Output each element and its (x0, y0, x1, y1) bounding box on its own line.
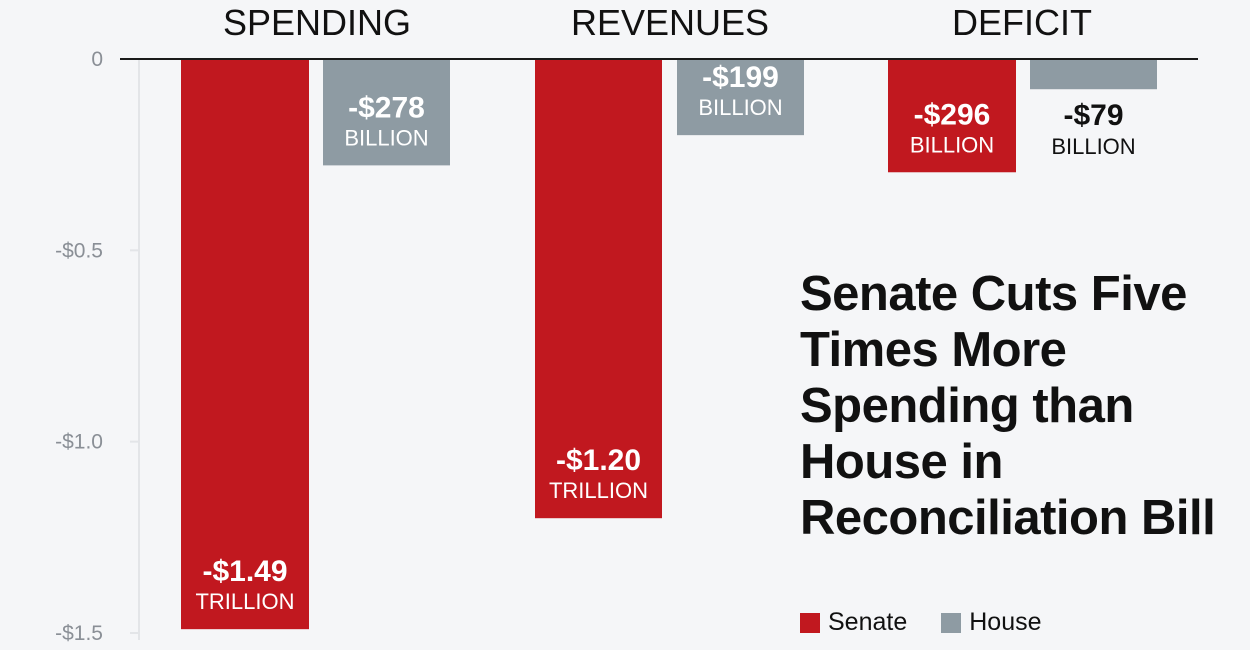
category-label-spending: SPENDING (223, 2, 411, 43)
unit-label-senate-spending: TRILLION (195, 589, 294, 614)
bar-senate-spending (181, 59, 309, 630)
value-label-senate-spending: -$1.49 (202, 555, 287, 588)
legend: Senate House (800, 608, 1042, 637)
value-label-house-revenues: -$199 (702, 61, 779, 94)
bar-senate-revenues (535, 59, 662, 519)
legend-label-house: House (969, 608, 1042, 636)
bar-house-spending (323, 59, 450, 166)
unit-label-house-deficit: BILLION (1051, 134, 1135, 159)
legend-label-senate: Senate (828, 608, 908, 636)
value-label-senate-deficit: -$296 (914, 98, 991, 131)
unit-label-senate-deficit: BILLION (910, 132, 994, 157)
y-tick-label-3: -$1.5 (55, 622, 103, 645)
bar-house-deficit (1030, 59, 1157, 90)
value-label-house-spending: -$278 (348, 91, 425, 124)
unit-label-senate-revenues: TRILLION (549, 478, 648, 503)
category-label-deficit: DEFICIT (952, 2, 1092, 43)
legend-swatch-senate (800, 612, 820, 633)
unit-label-house-revenues: BILLION (698, 95, 782, 120)
y-tick-label-0: 0 (91, 48, 103, 71)
chart-title: Senate Cuts Five Times More Spending tha… (800, 267, 1216, 545)
value-label-house-deficit: -$79 (1063, 99, 1123, 132)
value-label-senate-revenues: -$1.20 (556, 444, 641, 477)
legend-item-house: House (941, 608, 1042, 637)
bar-house-revenues (677, 59, 804, 136)
bar-senate-deficit (888, 59, 1016, 173)
category-label-revenues: REVENUES (571, 2, 769, 43)
unit-label-house-spending: BILLION (344, 125, 428, 150)
legend-item-senate: Senate (800, 608, 907, 637)
legend-swatch-house (941, 612, 962, 633)
y-tick-label-1: -$0.5 (55, 239, 103, 262)
y-tick-label-2: -$1.0 (55, 431, 103, 454)
